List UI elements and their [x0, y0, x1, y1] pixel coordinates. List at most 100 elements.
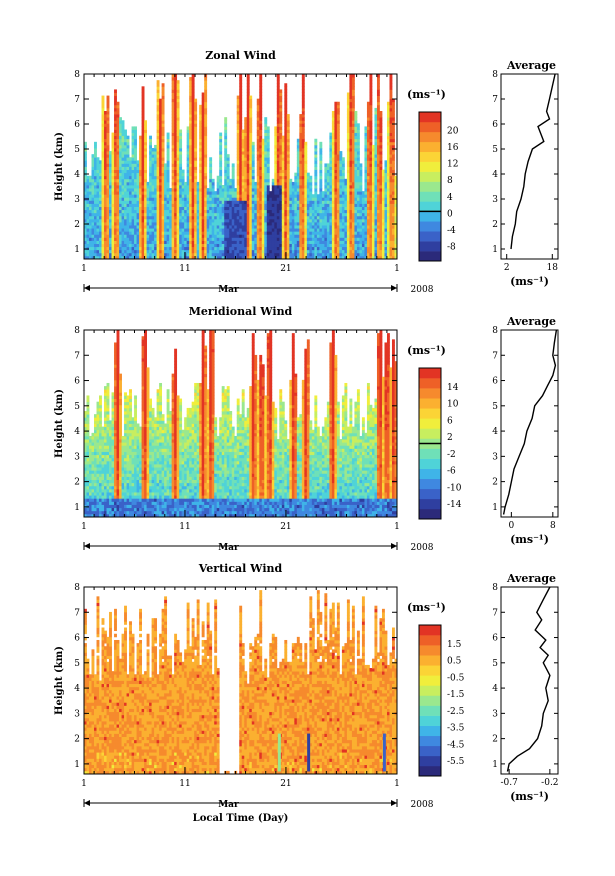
heatmap-cell	[349, 132, 353, 137]
heatmap-cell	[299, 222, 303, 226]
heatmap-cell	[284, 123, 288, 127]
heatmap-cell	[369, 132, 373, 137]
heatmap-cell	[106, 111, 110, 115]
heatmap-cell	[111, 194, 115, 198]
heatmap-cell	[119, 237, 122, 241]
heatmap-cell	[166, 185, 170, 189]
heatmap-cell	[141, 92, 145, 96]
heatmap-cell	[186, 218, 190, 223]
heatmap-cell	[301, 237, 305, 241]
heatmap-cell	[139, 222, 142, 226]
heatmap-cell	[306, 228, 310, 232]
heatmap-cell	[284, 98, 288, 103]
heatmap-cell	[304, 191, 308, 195]
heatmap-cell	[161, 252, 165, 257]
heatmap-cell	[284, 163, 288, 167]
heatmap-cell	[351, 154, 355, 158]
heatmap-cell	[121, 225, 125, 229]
heatmap-cell	[329, 175, 333, 180]
heatmap-cell	[309, 212, 313, 217]
heatmap-cell	[224, 163, 228, 167]
heatmap-cell	[296, 212, 300, 217]
heatmap-cell	[309, 225, 313, 229]
heatmap-cell	[221, 225, 225, 229]
heatmap-cell	[374, 185, 378, 189]
heatmap-cell	[301, 123, 305, 127]
heatmap-cell	[286, 181, 290, 186]
heatmap-cell	[141, 234, 145, 238]
heatmap-cell	[329, 157, 333, 161]
heatmap-cell	[314, 191, 318, 195]
heatmap-cell	[349, 240, 353, 244]
heatmap-cell	[226, 231, 230, 235]
heatmap-cell	[194, 203, 198, 207]
heatmap-cell	[259, 200, 263, 204]
heatmap-cell	[336, 163, 340, 167]
heatmap-cell	[124, 252, 127, 257]
heatmap-cell	[299, 197, 303, 201]
heatmap-cell	[196, 181, 200, 186]
heatmap-cell	[359, 181, 363, 186]
heatmap-cell	[364, 252, 368, 257]
heatmap-cell	[131, 151, 135, 155]
heatmap-cell	[256, 234, 260, 238]
heatmap-cell	[251, 154, 255, 158]
heatmap-cell	[199, 246, 203, 251]
heatmap-cell	[186, 225, 190, 229]
heatmap-cell	[144, 129, 147, 133]
heatmap-cell	[304, 222, 308, 226]
heatmap-cell	[261, 228, 265, 232]
heatmap-cell	[101, 185, 105, 189]
heatmap-cell	[329, 222, 333, 226]
heatmap-cell	[131, 228, 135, 232]
heatmap-cell	[266, 228, 270, 232]
heatmap-cell	[301, 222, 305, 226]
heatmap-cell	[139, 231, 142, 235]
heatmap-cell	[101, 120, 105, 124]
heatmap-cell	[376, 141, 380, 146]
heatmap-cell	[114, 154, 117, 158]
heatmap-cell	[274, 178, 278, 183]
heatmap-cell	[359, 218, 363, 223]
heatmap-cell	[259, 114, 263, 118]
heatmap-cell	[236, 228, 240, 232]
heatmap-cell	[269, 206, 273, 211]
heatmap-cell	[266, 185, 270, 189]
heatmap-cell	[376, 135, 380, 140]
heatmap-cell	[109, 169, 112, 174]
heatmap-cell	[334, 111, 338, 115]
heatmap-cell	[164, 234, 168, 238]
heatmap-cell	[179, 138, 183, 143]
heatmap-cell	[186, 200, 190, 204]
heatmap-cell	[154, 144, 158, 149]
heatmap-cell	[246, 135, 250, 140]
heatmap-cell	[334, 157, 338, 161]
heatmap-cell	[349, 104, 353, 109]
heatmap-cell	[339, 169, 343, 174]
heatmap-cell	[204, 185, 208, 189]
heatmap-cell	[161, 206, 165, 211]
heatmap-cell	[149, 231, 152, 235]
heatmap-cell	[96, 163, 100, 167]
heatmap-cell	[221, 246, 225, 251]
heatmap-cell	[259, 255, 263, 260]
heatmap-cell	[171, 222, 175, 226]
heatmap-cell	[274, 129, 278, 133]
heatmap-cell	[239, 98, 243, 103]
heatmap-cell	[224, 200, 228, 204]
heatmap-cell	[106, 188, 110, 192]
heatmap-cell	[236, 222, 240, 226]
heatmap-cell	[116, 191, 120, 195]
heatmap-cell	[331, 215, 335, 220]
heatmap-cell	[291, 255, 295, 260]
heatmap-cell	[366, 101, 370, 106]
heatmap-cell	[249, 144, 253, 149]
heatmap-cell	[194, 194, 198, 198]
heatmap-cell	[266, 215, 270, 220]
heatmap-cell	[94, 191, 97, 195]
heatmap-cell	[341, 237, 345, 241]
heatmap-cell	[159, 188, 163, 192]
heatmap-cell	[369, 83, 373, 87]
heatmap-cell	[139, 218, 142, 223]
heatmap-cell	[174, 80, 178, 84]
